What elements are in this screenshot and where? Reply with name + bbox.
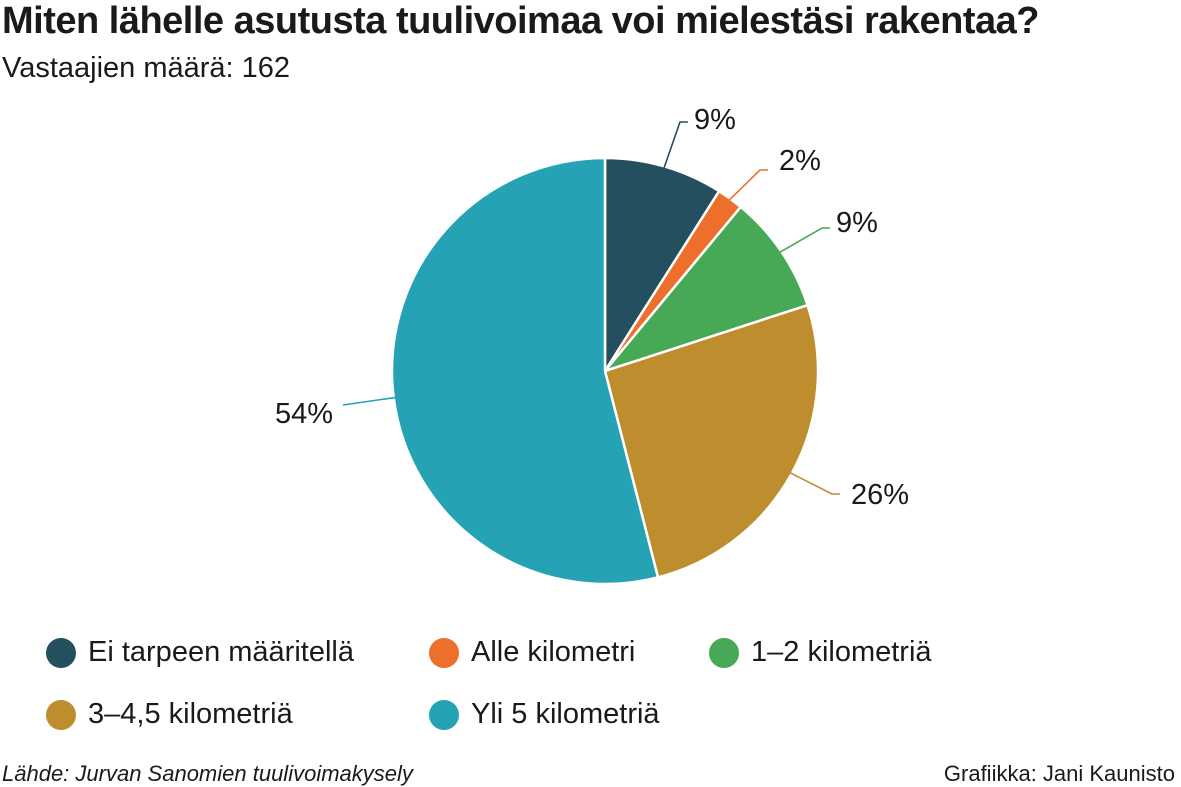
legend-label: Yli 5 kilometriä [471,698,660,730]
legend-item-yli-5-km: Yli 5 kilometriä [429,698,660,731]
legend-item-3-4-5-km: 3–4,5 kilometriä [46,698,293,731]
leader-line-5 [342,396,396,406]
slice-value-label-5: 54% [275,398,333,430]
leader-line-3 [779,227,830,254]
legend-swatch [429,637,459,668]
legend-item-1-2-km: 1–2 kilometriä [709,636,932,669]
legend-label: 1–2 kilometriä [751,636,932,668]
legend-swatch [429,699,459,730]
legend-swatch [46,699,76,730]
chart-title: Miten lähelle asutusta tuulivoimaa voi m… [2,0,1040,42]
legend-item-alle-kilometri: Alle kilometri [429,636,635,669]
slice-value-label-2: 2% [779,145,821,177]
leader-line-2 [728,169,768,201]
graphics-credit: Grafiikka: Jani Kaunisto [943,761,1175,786]
legend-swatch [709,637,739,668]
legend-swatch [46,637,76,668]
slice-value-label-4: 26% [851,479,909,511]
legend-label: Ei tarpeen määritellä [88,636,354,668]
legend-row-1: Ei tarpeen määritellä Alle kilometri 1–2… [0,636,1181,672]
leader-line-1 [663,121,688,169]
legend-label: 3–4,5 kilometriä [88,698,293,730]
chart-subtitle: Vastaajien määrä: 162 [2,52,291,84]
slice-value-label-3: 9% [836,207,878,239]
legend-item-ei-tarpeen: Ei tarpeen määritellä [46,636,354,669]
legend-row-2: 3–4,5 kilometriä Yli 5 kilometriä [0,698,1181,734]
leader-line-4 [789,471,840,495]
legend-label: Alle kilometri [471,636,636,668]
source-note: Lähde: Jurvan Sanomien tuulivoimakysely [2,761,413,786]
slice-value-label-1: 9% [694,104,736,136]
